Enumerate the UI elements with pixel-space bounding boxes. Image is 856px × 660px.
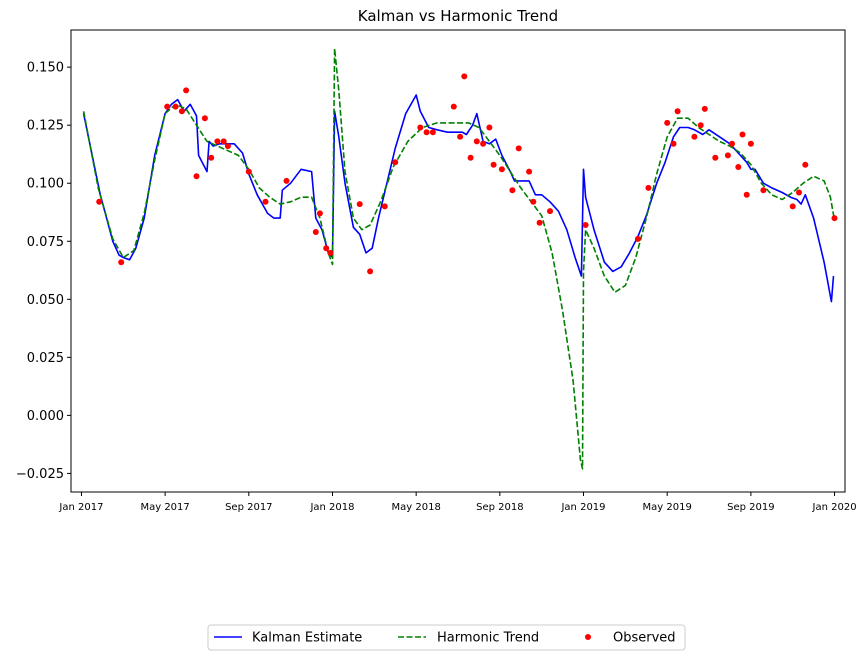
observed-point [789, 203, 796, 210]
legend-label: Kalman Estimate [252, 631, 362, 646]
observed-point [193, 173, 200, 180]
observed-point [429, 129, 436, 136]
observed-point [670, 140, 677, 147]
x-tick-label: May 2018 [392, 502, 441, 513]
x-tick-label: Sep 2017 [225, 502, 272, 513]
observed-point [220, 138, 227, 145]
observed-point [457, 133, 464, 140]
observed-point [201, 115, 208, 122]
observed-point [831, 215, 838, 222]
observed-point [381, 203, 388, 210]
observed-point [645, 184, 652, 191]
observed-point [796, 189, 802, 196]
observed-point [691, 133, 698, 140]
y-tick-label: 0.025 [27, 351, 64, 366]
observed-point [802, 161, 809, 168]
observed-point [367, 268, 374, 275]
observed-point [214, 138, 221, 145]
observed-point [547, 208, 553, 215]
legend-box [207, 624, 686, 651]
observed-point [743, 191, 750, 198]
observed-point [450, 103, 457, 110]
observed-point [312, 229, 319, 235]
x-tick-label: Jan 2020 [812, 502, 856, 513]
observed-point [172, 103, 179, 110]
x-tick-label: Jan 2018 [309, 502, 354, 513]
x-tick-label: Jan 2017 [58, 502, 103, 513]
observed-point [417, 124, 424, 131]
observed-point [183, 87, 190, 94]
chart-title: Kalman vs Harmonic Trend [358, 7, 558, 25]
observed-point [735, 164, 742, 170]
observed-point [118, 259, 125, 266]
y-tick-label: 0.150 [27, 61, 64, 76]
observed-point [208, 154, 215, 161]
plot-frame [70, 29, 846, 493]
observed-point [747, 140, 754, 147]
observed-point [178, 108, 185, 115]
y-tick-label: −0.025 [16, 467, 64, 482]
legend: Kalman Estimate Harmonic Trend Observed [207, 624, 686, 651]
observed-point [164, 103, 171, 110]
plot-area: −0.025 0.000 0.025 0.050 0.075 0.100 0.125 0.15… [16, 29, 856, 513]
observed-point [509, 187, 516, 194]
observed-point [530, 198, 537, 205]
observed-point [701, 105, 708, 112]
legend-label: Harmonic Trend [437, 631, 539, 646]
observed-point [697, 122, 704, 129]
observed-point [582, 222, 589, 228]
observed-point [739, 131, 746, 138]
observed-point [526, 168, 533, 175]
y-tick-label: 0.050 [27, 293, 64, 308]
observed-point [467, 154, 474, 161]
x-tick-label: May 2019 [643, 502, 692, 513]
observed-point [283, 177, 290, 184]
y-tick-label: 0.000 [27, 409, 64, 424]
observed-point [490, 161, 497, 168]
observed-point [245, 168, 252, 175]
observed-point [96, 198, 103, 205]
x-tick-label: Jan 2019 [560, 502, 605, 513]
observed-point [536, 219, 543, 226]
x-tick-label: May 2017 [140, 502, 189, 513]
observed-point [634, 235, 641, 242]
observed-point [712, 154, 719, 161]
observed-point [356, 201, 363, 208]
observed-point [729, 140, 735, 147]
observed-point [316, 210, 323, 217]
kalman-estimate-line [82, 94, 835, 303]
observed-point [674, 108, 681, 115]
observed-point [760, 187, 767, 194]
observed-point [515, 145, 522, 152]
observed-point [461, 73, 468, 80]
observed-point [473, 138, 480, 145]
observed-point [664, 119, 671, 126]
y-tick-label: 0.100 [27, 177, 64, 192]
observed-point [262, 198, 269, 205]
harmonic-trend-line [82, 47, 836, 470]
x-tick-label: Sep 2018 [476, 502, 523, 513]
legend-label: Observed [613, 631, 676, 646]
observed-point [327, 249, 334, 256]
observed-point [224, 143, 231, 150]
observed-point [323, 245, 330, 252]
observed-point [392, 159, 399, 166]
observed-point [498, 166, 505, 173]
y-tick-label: 0.075 [27, 235, 64, 250]
observed-point [486, 124, 493, 131]
observed-point [724, 152, 731, 159]
legend-marker-observed [585, 634, 591, 640]
x-tick-label: Sep 2019 [727, 502, 774, 513]
observed-point [423, 129, 430, 136]
y-tick-label: 0.125 [27, 119, 64, 134]
observed-point [480, 140, 487, 147]
